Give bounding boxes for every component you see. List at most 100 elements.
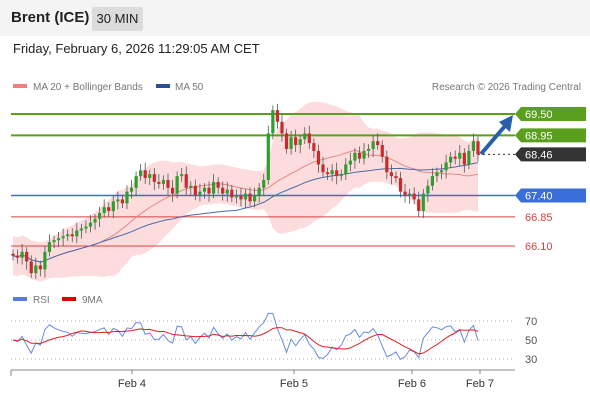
level-labels: 69.50 68.95 68.46 67.40 66.85 66.10 [515,107,586,253]
rsi-level-label-70: 70 [525,316,537,328]
candle-body [307,133,311,144]
candle-body [266,133,270,180]
candle-body [84,226,88,229]
candle-body [421,193,425,212]
level-tag-68.46 [515,147,586,162]
candle-body [61,236,65,239]
candle-body [221,187,225,194]
candle-body [376,141,380,146]
x-tick-label: Feb 4 [118,378,146,390]
candle-body [184,174,188,188]
level-tag-68.95 [515,128,586,143]
candles [11,103,480,279]
trend-arrow-shaft [479,124,507,156]
moving-averages [12,149,479,263]
candle-body [139,170,143,177]
candle-body [70,234,74,237]
candle-body [88,222,93,227]
level-tag-69.50 [515,107,586,121]
x-axis: Feb 4 Feb 5 Feb 6 Feb 7 [10,369,515,390]
candle-body [116,199,120,202]
candle-body [253,195,257,202]
level-label-66.10: 66.10 [525,241,553,253]
candle-body [344,164,348,175]
candle-body [20,251,24,258]
x-tick-label: Feb 5 [280,378,308,390]
candle-body [371,141,375,149]
candle-body [29,261,33,274]
candle-body [257,187,261,196]
candle-body [148,174,152,179]
candle-body [366,148,371,151]
trend-arrow [479,115,513,156]
candle-body [56,238,61,241]
trend-arrow-head [499,115,513,132]
candle-body [417,199,421,212]
rsi-line [12,312,479,361]
candle-body [339,174,343,177]
candle-body [353,152,357,161]
candle-body [198,191,202,196]
candle-body [316,150,321,165]
candle-body [111,201,115,212]
candle-body [453,156,457,159]
candle-body [129,187,134,192]
level-label-67.40: 67.40 [525,191,553,203]
candle-body [120,199,125,204]
candle-body [471,141,476,151]
header-bar: Brent (ICE) 30 MIN [0,0,590,36]
candle-body [303,133,307,140]
rsi-ma-legend-swatch [62,297,76,301]
candle-body [161,180,166,184]
candle-body [458,152,462,159]
candle-body [426,185,430,194]
level-label-69.50: 69.50 [525,109,553,121]
candle-body [398,178,403,192]
candle-body [211,181,216,194]
candle-body [321,164,325,173]
candle-body [335,170,339,177]
candle-body [298,139,302,146]
candle-body [430,176,435,186]
x-tick-label: Feb 6 [398,378,426,390]
candle-body [289,137,293,149]
ma50-legend-swatch [156,84,170,88]
candle-body [216,181,220,188]
candle-body [271,110,275,134]
level-label-66.85: 66.85 [525,212,553,224]
rsi-level-label-50: 50 [525,335,537,347]
candle-body [157,181,161,184]
candle-body [449,156,453,163]
candle-body [43,251,47,270]
candle-body [230,189,234,198]
rsi-legend-label: RSI [33,295,50,306]
bb-legend-label: MA 20 + Bollinger Bands [33,82,143,93]
instrument-title: Brent (ICE) [11,9,90,26]
candle-body [38,265,42,270]
candle-body [362,150,366,159]
timeframe-button[interactable]: 30 MIN [92,7,143,31]
level-label-68.46: 68.46 [525,149,553,161]
candle-body [102,207,106,213]
candle-body [357,152,362,159]
candle-body [175,176,179,194]
candle-body [412,193,416,200]
candle-body [207,187,211,194]
candle-body [280,121,284,134]
candle-body [275,110,280,122]
rsi-legend-swatch [13,297,27,301]
rsi-level-label-30: 30 [525,354,537,366]
candle-body [234,195,238,198]
candle-body [79,228,83,231]
candle-body [47,242,52,252]
candle-body [15,255,20,258]
candle-body [25,251,29,262]
candle-body [462,152,466,165]
candle-body [93,218,97,223]
candle-body [143,170,147,179]
candle-body [75,230,79,237]
date-label: Friday, February 6, 2026 11:29:05 AM CET [13,41,260,56]
candle-body [348,160,352,165]
ma50-legend-label: MA 50 [175,82,204,93]
